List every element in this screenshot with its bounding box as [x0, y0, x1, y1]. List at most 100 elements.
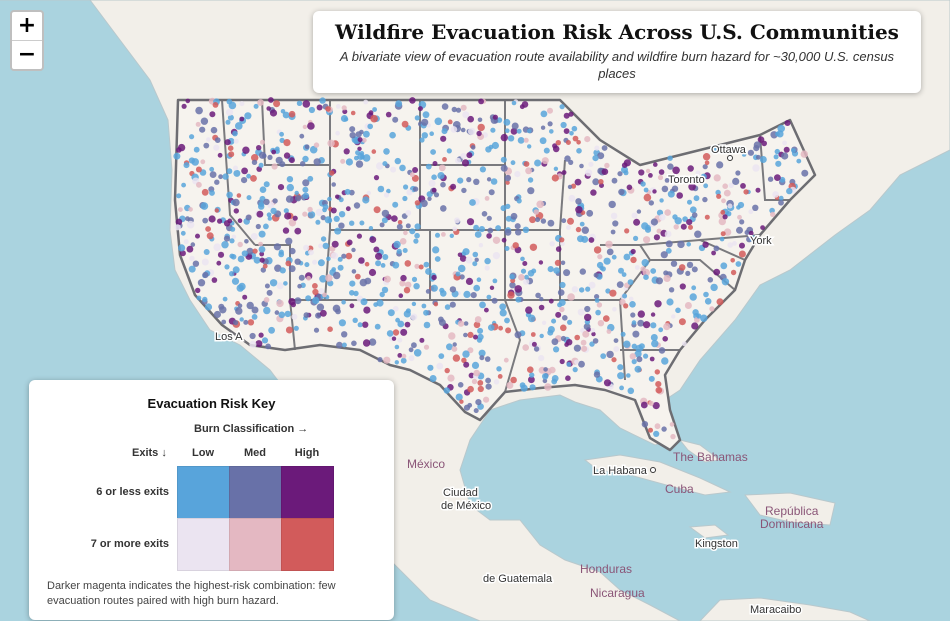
community-point[interactable] — [199, 126, 206, 133]
community-point[interactable] — [696, 313, 702, 319]
community-point[interactable] — [392, 329, 400, 336]
community-point[interactable] — [548, 298, 554, 304]
community-point[interactable] — [356, 233, 362, 239]
community-point[interactable] — [527, 366, 534, 374]
community-point[interactable] — [232, 266, 240, 274]
community-point[interactable] — [179, 250, 186, 257]
community-point[interactable] — [418, 264, 424, 270]
community-point[interactable] — [555, 246, 562, 252]
community-point[interactable] — [382, 254, 389, 260]
community-point[interactable] — [611, 357, 617, 363]
community-point[interactable] — [290, 302, 296, 308]
community-point[interactable] — [413, 283, 420, 290]
community-point[interactable] — [523, 278, 530, 285]
community-point[interactable] — [383, 275, 391, 283]
community-point[interactable] — [554, 259, 562, 266]
community-point[interactable] — [576, 140, 581, 145]
community-point[interactable] — [565, 375, 571, 382]
community-point[interactable] — [340, 158, 346, 164]
community-point[interactable] — [178, 244, 186, 252]
community-point[interactable] — [563, 269, 571, 277]
community-point[interactable] — [229, 271, 235, 277]
community-point[interactable] — [225, 119, 231, 125]
community-point[interactable] — [288, 110, 296, 118]
community-point[interactable] — [598, 179, 604, 185]
community-point[interactable] — [457, 320, 465, 327]
community-point[interactable] — [619, 299, 626, 306]
community-point[interactable] — [476, 337, 483, 343]
community-point[interactable] — [652, 189, 657, 194]
community-point[interactable] — [597, 254, 603, 260]
community-point[interactable] — [559, 281, 566, 289]
community-point[interactable] — [727, 203, 733, 209]
community-point[interactable] — [529, 216, 536, 224]
community-point[interactable] — [288, 219, 297, 227]
community-point[interactable] — [444, 367, 450, 374]
community-point[interactable] — [619, 385, 624, 391]
community-point[interactable] — [267, 154, 273, 160]
community-point[interactable] — [572, 135, 579, 142]
community-point[interactable] — [473, 369, 481, 377]
community-point[interactable] — [643, 353, 649, 359]
community-point[interactable] — [688, 183, 696, 191]
community-point[interactable] — [209, 171, 217, 179]
community-point[interactable] — [425, 268, 432, 275]
community-point[interactable] — [250, 175, 257, 182]
community-point[interactable] — [327, 326, 333, 333]
community-point[interactable] — [760, 225, 765, 231]
community-point[interactable] — [320, 215, 326, 221]
community-point[interactable] — [402, 248, 408, 253]
community-point[interactable] — [230, 226, 236, 232]
community-point[interactable] — [478, 226, 485, 233]
community-point[interactable] — [643, 187, 649, 193]
community-point[interactable] — [483, 396, 490, 403]
community-point[interactable] — [267, 216, 272, 221]
community-point[interactable] — [627, 387, 635, 395]
community-point[interactable] — [226, 168, 233, 175]
community-point[interactable] — [593, 272, 599, 278]
community-point[interactable] — [374, 323, 381, 330]
community-point[interactable] — [382, 161, 388, 167]
community-point[interactable] — [592, 178, 600, 186]
community-point[interactable] — [761, 140, 767, 147]
community-point[interactable] — [617, 364, 624, 371]
community-point[interactable] — [175, 218, 183, 226]
community-point[interactable] — [397, 220, 403, 225]
community-point[interactable] — [284, 212, 292, 220]
community-point[interactable] — [383, 192, 390, 198]
community-point[interactable] — [682, 341, 687, 347]
community-point[interactable] — [624, 228, 630, 234]
community-point[interactable] — [692, 309, 699, 316]
community-point[interactable] — [188, 207, 193, 212]
community-point[interactable] — [611, 254, 617, 260]
community-point[interactable] — [227, 145, 234, 151]
community-point[interactable] — [377, 185, 385, 193]
community-point[interactable] — [449, 233, 454, 238]
community-point[interactable] — [663, 274, 671, 282]
community-point[interactable] — [653, 430, 660, 437]
community-point[interactable] — [679, 283, 686, 290]
community-point[interactable] — [800, 150, 808, 158]
community-point[interactable] — [225, 108, 234, 116]
community-point[interactable] — [381, 209, 390, 218]
community-point[interactable] — [385, 111, 392, 118]
community-point[interactable] — [606, 248, 614, 256]
community-point[interactable] — [539, 137, 547, 145]
community-point[interactable] — [367, 123, 374, 130]
community-point[interactable] — [700, 314, 708, 322]
community-point[interactable] — [678, 318, 686, 326]
community-point[interactable] — [694, 230, 702, 238]
community-point[interactable] — [520, 384, 528, 392]
community-point[interactable] — [613, 338, 619, 343]
community-point[interactable] — [331, 182, 337, 187]
community-point[interactable] — [574, 178, 582, 186]
community-point[interactable] — [237, 218, 243, 223]
community-point[interactable] — [387, 309, 395, 317]
community-point[interactable] — [621, 272, 627, 277]
community-point[interactable] — [258, 151, 267, 159]
community-point[interactable] — [525, 306, 533, 314]
community-point[interactable] — [752, 204, 759, 211]
community-point[interactable] — [527, 144, 532, 149]
community-point[interactable] — [250, 233, 258, 240]
community-point[interactable] — [593, 246, 602, 254]
